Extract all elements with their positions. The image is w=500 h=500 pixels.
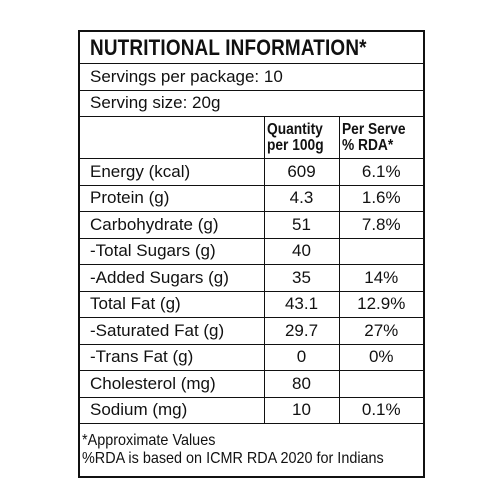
serving-size: Serving size: 20g [78, 89, 425, 117]
header-line: per 100g [266, 136, 324, 154]
table-row: Quantity per 100g Per Serve% RDA* [78, 116, 425, 159]
title: NUTRITIONAL INFORMATION* [90, 34, 367, 60]
nutrient-name: -Added Sugars (g) [78, 264, 265, 292]
header-blank [78, 116, 265, 159]
table-row: Total Fat (g) 43.1 12.9% [78, 290, 425, 318]
table-row: Carbohydrate (g) 51 7.8% [78, 211, 425, 239]
header-rda: Per Serve% RDA* [338, 116, 425, 159]
rda: 14% [338, 264, 425, 292]
table-row: Energy (kcal) 609 6.1% [78, 158, 425, 186]
header-line: % RDA* [341, 136, 393, 154]
table-row: -Added Sugars (g) 35 14% [78, 264, 425, 292]
footer: *Approximate Values %RDA is based on ICMR… [78, 423, 425, 478]
rda: 1.6% [338, 184, 425, 212]
rda: 12.9% [338, 290, 425, 318]
footer-line: %RDA is based on ICMR RDA 2020 for India… [82, 450, 384, 467]
quantity: 51 [263, 211, 340, 239]
quantity: 10 [263, 396, 340, 424]
nutrient-name: Protein (g) [78, 184, 265, 212]
header-line: Per Serve [341, 120, 406, 138]
table-row: NUTRITIONAL INFORMATION* [78, 30, 425, 64]
nutrient-name: -Trans Fat (g) [78, 343, 265, 371]
table-row: Protein (g) 4.3 1.6% [78, 184, 425, 212]
quantity: 80 [263, 370, 340, 398]
rda: 7.8% [338, 211, 425, 239]
table-row: Sodium (mg) 10 0.1% [78, 396, 425, 424]
nutrient-name: Energy (kcal) [78, 158, 265, 186]
nutrient-name: Sodium (mg) [78, 396, 265, 424]
table-row: -Saturated Fat (g) 29.7 27% [78, 317, 425, 345]
quantity: 40 [263, 237, 340, 265]
table-body: NUTRITIONAL INFORMATION* Servings per pac… [78, 30, 425, 478]
rda: 6.1% [338, 158, 425, 186]
nutrient-name: -Total Sugars (g) [78, 237, 265, 265]
rda [338, 237, 425, 265]
quantity: 4.3 [263, 184, 340, 212]
rda [338, 370, 425, 398]
nutrition-label: NUTRITIONAL INFORMATION* Servings per pac… [78, 30, 425, 478]
quantity: 35 [263, 264, 340, 292]
rda: 0.1% [338, 396, 425, 424]
table-row: Servings per package: 10 [78, 63, 425, 91]
table-row: *Approximate Values %RDA is based on ICMR… [78, 423, 425, 478]
table-row: -Total Sugars (g) 40 [78, 237, 425, 265]
table-row: -Trans Fat (g) 0 0% [78, 343, 425, 371]
rda: 0% [338, 343, 425, 371]
quantity: 0 [263, 343, 340, 371]
title-cell: NUTRITIONAL INFORMATION* [78, 30, 425, 64]
table-row: Cholesterol (mg) 80 [78, 370, 425, 398]
nutrient-name: Cholesterol (mg) [78, 370, 265, 398]
footer-line: *Approximate Values [82, 432, 216, 449]
nutrition-table: NUTRITIONAL INFORMATION* Servings per pac… [78, 30, 425, 478]
header-line: Quantity [266, 120, 323, 138]
header-quantity: Quantity per 100g [263, 116, 340, 159]
quantity: 43.1 [263, 290, 340, 318]
quantity: 609 [263, 158, 340, 186]
table-row: Serving size: 20g [78, 89, 425, 117]
quantity: 29.7 [263, 317, 340, 345]
nutrient-name: Carbohydrate (g) [78, 211, 265, 239]
rda: 27% [338, 317, 425, 345]
servings: Servings per package: 10 [78, 63, 425, 91]
nutrient-name: Total Fat (g) [78, 290, 265, 318]
nutrient-name: -Saturated Fat (g) [78, 317, 265, 345]
